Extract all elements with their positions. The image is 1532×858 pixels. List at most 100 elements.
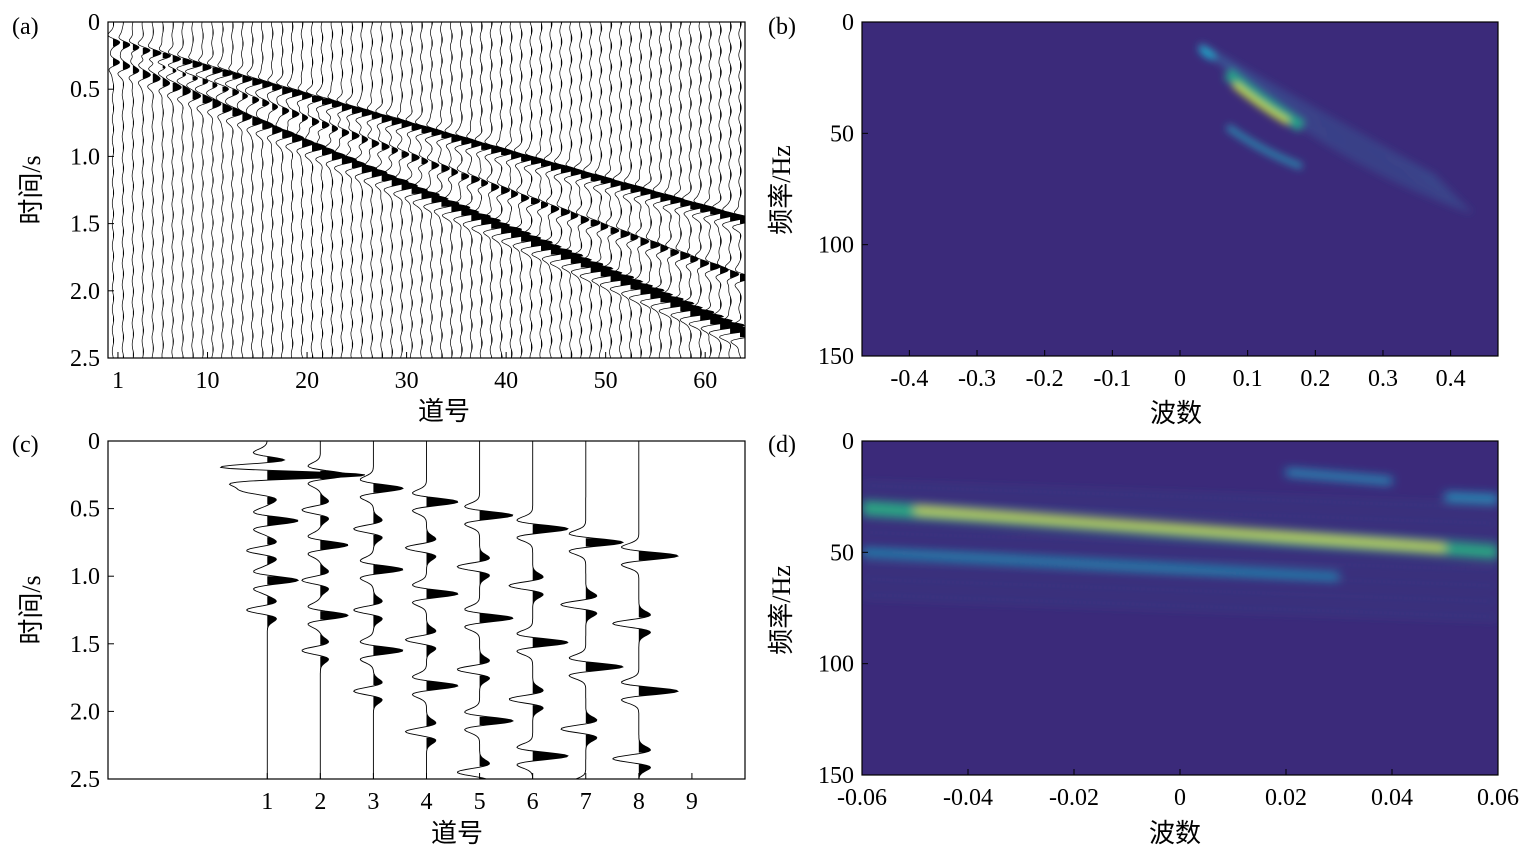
panel-a-trace <box>194 22 213 358</box>
panel-b-energy-spot <box>1198 46 1216 60</box>
panel-d-ylabel: 频率/Hz <box>767 565 796 655</box>
panel-a-y-tick-label: 2.5 <box>70 346 100 372</box>
panel-a-trace-fill <box>222 24 233 351</box>
panel-c-y-tick-label: 2.0 <box>70 699 100 725</box>
panel-a-trace <box>184 22 203 358</box>
panel-a-trace <box>354 22 378 358</box>
panel-a-trace <box>157 22 172 358</box>
panel-a-trace <box>670 22 703 358</box>
panel-d: -0.06 -0.04 -0.02 0 0.02 0.04 0.06 0 50 100 150 波… <box>767 429 1519 848</box>
panel-b-y-tick-label: 50 <box>830 121 854 147</box>
panel-a-x-tick-label: 50 <box>594 368 618 394</box>
panel-a-trace-fill <box>172 22 182 347</box>
panel-d-energy-band <box>1444 493 1498 503</box>
panel-a-frame <box>107 21 746 359</box>
panel-c-trace-fill <box>426 497 458 779</box>
panel-a-trace-fill <box>282 25 295 352</box>
panel-a-trace <box>374 22 397 358</box>
panel-a-trace <box>225 22 244 358</box>
panel-a-trace-fill <box>381 33 397 358</box>
panel-a-trace <box>296 22 315 358</box>
panel-a-y-tick-label: 2.0 <box>70 279 100 305</box>
panel-d-energy-band <box>862 548 1340 581</box>
panel-b-y-tick-label: 0 <box>842 10 854 36</box>
panel-d-energy-band <box>862 545 1498 573</box>
panel-b-energy-band <box>1225 124 1303 170</box>
panel-a-x-tick-label: 20 <box>295 368 319 394</box>
panel-c-trace <box>508 441 569 779</box>
panel-a-trace <box>236 22 253 358</box>
panel-a-trace <box>550 22 584 358</box>
panel-a-trace <box>214 22 234 358</box>
panel-c-trace <box>612 441 679 779</box>
panel-d-y-tick-label: 50 <box>830 540 854 566</box>
panel-a-trace <box>108 22 121 358</box>
panel-c-trace-fill <box>638 550 678 779</box>
panel-a-trace-fill <box>152 27 162 353</box>
panel-a-trace <box>137 22 152 358</box>
panel-a-trace <box>205 22 223 358</box>
panel-d-energy-band <box>862 483 1498 511</box>
panel-a-trace-fill <box>192 22 203 358</box>
panel-c-x-tick-label: 7 <box>580 789 592 815</box>
panel-a-trace <box>275 22 296 358</box>
panel-a-trace <box>471 22 502 358</box>
panel-c-trace <box>219 441 366 779</box>
panel-b-label: (b) <box>768 14 796 40</box>
panel-a-trace <box>304 22 327 358</box>
panel-d-energy-band <box>862 560 1498 589</box>
panel-a-x-tick-label: 60 <box>693 368 717 394</box>
panel-a-trace-fill <box>182 22 193 358</box>
panel-a-trace <box>315 22 336 358</box>
panel-a-trace <box>501 22 532 358</box>
panel-a-trace <box>511 22 542 358</box>
panel-c-y-tick-label: 1.0 <box>70 564 100 590</box>
panel-a-trace <box>531 22 562 358</box>
panel-a-trace-fill <box>720 25 745 352</box>
panel-a-trace <box>412 22 440 358</box>
panel-a-trace-fill <box>710 28 733 355</box>
panel-a-trace <box>345 22 366 358</box>
panel-b-y-tick-label: 100 <box>818 233 854 259</box>
panel-a-trace <box>128 22 140 358</box>
panel-c-trace-fill <box>320 470 348 779</box>
panel-c-x-tick-label: 4 <box>421 789 433 815</box>
panel-a-trace-fill <box>471 24 491 352</box>
panel-a-trace <box>640 22 674 358</box>
panel-d-x-tick-label: 0.02 <box>1265 785 1307 811</box>
panel-a-y-tick-label: 1.5 <box>70 212 100 238</box>
panel-a-trace <box>719 22 745 358</box>
panel-d-y-tick-label: 150 <box>818 763 854 789</box>
panel-d-energy-band <box>862 592 1498 620</box>
panel-a-trace-fill <box>431 22 449 358</box>
panel-a-trace-fill <box>331 29 346 356</box>
panel-a-trace <box>244 22 264 358</box>
panel-a-x-tick-label: 10 <box>196 368 220 394</box>
panel-a-trace <box>166 22 182 358</box>
panel-b-x-tick-label: 0.1 <box>1233 366 1263 392</box>
panel-b-x-tick-label: 0.3 <box>1368 366 1398 392</box>
panel-c-y-tick-label: 0 <box>88 429 100 455</box>
panel-c-x-tick-label: 8 <box>633 789 645 815</box>
panel-a: 1 10 20 30 40 50 60 0 0.5 1.0 1.5 2.0 2.5 道号 时间/s <box>17 10 746 426</box>
panel-a-trace <box>699 22 733 358</box>
panel-a-trace <box>255 22 274 358</box>
panel-a-trace <box>324 22 346 358</box>
panel-a-trace <box>491 22 523 358</box>
panel-a-trace <box>708 22 745 358</box>
panel-a-trace-fill <box>740 22 745 358</box>
panel-c-trace-fill <box>479 510 513 779</box>
panel-b-x-tick-label: 0.2 <box>1300 366 1330 392</box>
panel-a-trace-fill <box>252 22 264 358</box>
panel-a-trace <box>590 22 623 358</box>
panel-d-energy-band <box>862 498 1498 526</box>
panel-a-trace-fill <box>391 31 409 357</box>
panel-b: -0.4 -0.3 -0.2 -0.1 0 0.1 0.2 0.3 0.4 050100150 … <box>767 10 1499 428</box>
panel-a-label: (a) <box>12 14 39 40</box>
panel-a-xlabel: 道号 <box>418 397 470 426</box>
panel-b-x-tick-label: 0.4 <box>1436 366 1466 392</box>
panel-b-ylabel: 频率/Hz <box>767 145 796 235</box>
panel-a-trace <box>117 22 131 358</box>
panel-a-trace-fill <box>441 22 459 358</box>
panel-d-y-tick-label: 0 <box>842 429 854 455</box>
